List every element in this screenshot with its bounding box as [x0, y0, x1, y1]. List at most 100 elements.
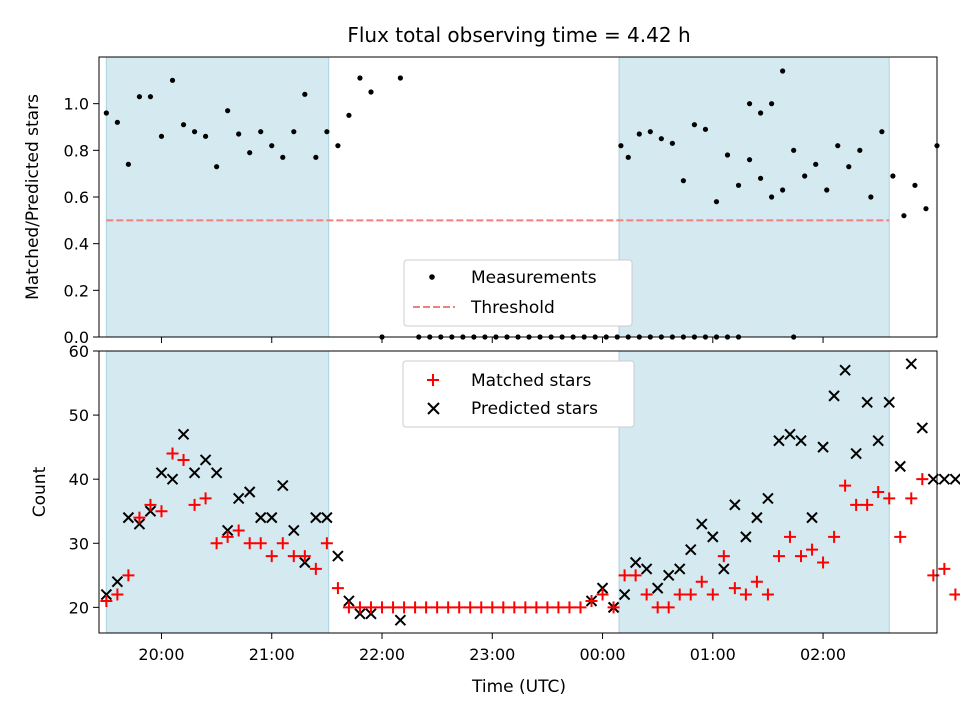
predicted-point [343, 595, 355, 607]
predicted-point [100, 588, 113, 601]
measurement-point [214, 164, 220, 170]
legend-predicted-label: Predicted stars [471, 399, 598, 419]
bottom-x-ticks: 20:00 21:00 22:00 23:00 00:00 01:00 02:00 [138, 633, 846, 664]
matched-point [563, 601, 576, 614]
top-y-ticks: 0.0 0.2 0.4 0.6 0.8 1.0 [64, 95, 99, 347]
predicted-point [817, 441, 829, 453]
predicted-point [740, 531, 752, 543]
measurement-point [191, 129, 198, 135]
matched-point [486, 601, 499, 614]
measurement-point [397, 75, 403, 81]
predicted-point [828, 390, 840, 402]
matched-point [409, 601, 422, 614]
top-legend-box [403, 259, 633, 327]
matched-point [188, 498, 201, 511]
predicted-point [299, 556, 311, 569]
shaded-interval [619, 57, 890, 337]
shaded-interval [106, 57, 329, 337]
matched-point [387, 601, 400, 614]
measurement-point [757, 110, 764, 116]
predicted-point [288, 524, 300, 537]
matched-point [309, 562, 322, 575]
x-tick-label: 22:00 [359, 645, 405, 664]
x-tick-label: 02:00 [800, 645, 846, 664]
x-axis-label: Time (UTC) [471, 677, 566, 697]
legend-matched-label: Matched stars [471, 371, 591, 391]
matched-point [331, 582, 344, 595]
matched-point [276, 537, 289, 550]
matched-point [706, 588, 719, 601]
predicted-point [111, 576, 124, 588]
y-tick-label: 40 [69, 470, 89, 489]
legend-measurements-marker [429, 274, 435, 280]
matched-point [772, 550, 785, 563]
matched-point [783, 530, 796, 543]
predicted-point [365, 608, 377, 620]
matched-point [850, 498, 863, 511]
matched-point [464, 601, 477, 614]
measurement-point [713, 199, 720, 205]
matched-point [750, 575, 763, 588]
measurement-point [136, 94, 143, 100]
matched-point [431, 601, 444, 614]
measurement-point [346, 112, 352, 118]
legend-matched-marker [427, 374, 439, 386]
top-y-axis-label: Matched/Predicted stars [23, 94, 43, 300]
measurement-point [147, 94, 154, 100]
predicted-point [177, 428, 190, 441]
predicted-point [850, 447, 862, 460]
predicted-point [674, 563, 686, 575]
predicted-point [905, 358, 917, 370]
predicted-point [938, 473, 951, 485]
matched-point [144, 498, 157, 511]
x-tick-label: 23:00 [469, 645, 515, 664]
matched-point [574, 601, 587, 614]
measurement-point [923, 206, 929, 212]
matched-point [133, 511, 146, 524]
top-series [103, 68, 940, 340]
predicted-point [243, 486, 256, 498]
y-tick-label: 1.0 [64, 95, 89, 114]
predicted-point [773, 435, 785, 447]
matched-point [761, 588, 774, 601]
measurement-point [636, 131, 642, 137]
matched-point [221, 530, 234, 543]
matched-point [905, 492, 918, 505]
measurement-point [813, 161, 819, 167]
matched-point [210, 537, 223, 550]
predicted-point [618, 588, 631, 601]
y-tick-label: 50 [69, 406, 89, 425]
predicted-point [122, 511, 135, 524]
matched-point [398, 601, 411, 614]
matched-point [243, 537, 256, 550]
bottom-legend: Matched stars Predicted stars [402, 360, 635, 428]
bottom-y-ticks: 20 30 40 50 60 [69, 342, 99, 617]
matched-point [938, 562, 951, 575]
matched-point [894, 530, 907, 543]
predicted-point [166, 473, 179, 485]
matched-point [166, 447, 179, 460]
measurement-point [912, 182, 918, 188]
top-panel: 0.0 0.2 0.4 0.6 0.8 1.0 Matched/Predicted sta… [23, 56, 940, 347]
matched-point [662, 601, 675, 614]
predicted-point [232, 492, 245, 505]
top-x-ticks [160, 337, 824, 343]
measurement-point [236, 131, 242, 137]
measurement-point [769, 101, 775, 107]
bottom-series [100, 358, 960, 626]
measurement-point [702, 126, 709, 132]
matched-point [618, 569, 631, 582]
matched-point [530, 601, 543, 614]
y-tick-label: 60 [69, 342, 89, 361]
matched-point [651, 601, 664, 614]
y-tick-label: 0.0 [64, 328, 89, 347]
predicted-point [883, 396, 895, 408]
predicted-point [762, 492, 774, 505]
predicted-point [662, 569, 675, 582]
bottom-legend-box [402, 360, 635, 428]
measurement-point [802, 173, 808, 179]
y-tick-label: 0.2 [64, 281, 89, 300]
matched-point [376, 601, 389, 614]
matched-point [364, 601, 377, 614]
measurement-point [824, 187, 830, 193]
